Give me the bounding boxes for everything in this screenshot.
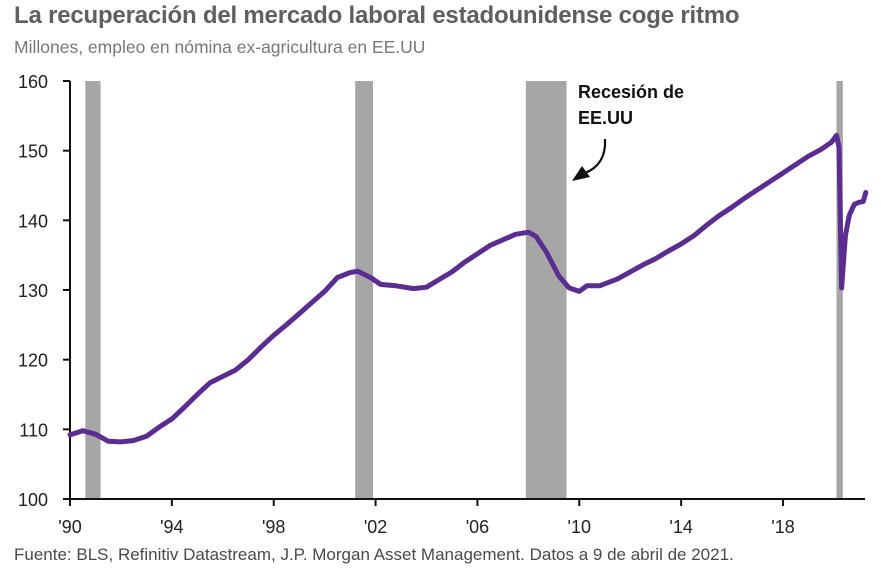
x-tick-label: '94 [160, 517, 183, 537]
y-tick-label: 130 [18, 281, 48, 301]
annotation-arrow-icon [584, 138, 607, 175]
series-line-1 [67, 132, 869, 445]
recession-annotation: Recesión de EE.UU [572, 82, 684, 181]
x-tick-label: '06 [466, 517, 489, 537]
annotation-line-1: Recesión de [578, 82, 684, 102]
recession-band-1 [85, 81, 101, 499]
x-tick-label: '14 [669, 517, 692, 537]
annotation-arrowhead-icon [572, 166, 590, 181]
y-tick-label: 110 [19, 420, 48, 440]
axes [63, 80, 865, 506]
annotation-line-2: EE.UU [578, 108, 633, 128]
y-tick-label: 140 [18, 211, 48, 231]
recession-band-3 [525, 81, 567, 499]
x-tick-label: '18 [771, 517, 794, 537]
chart-title: La recuperación del mercado laboral esta… [14, 2, 740, 29]
chart-subtitle: Millones, empleo en nómina ex-agricultur… [14, 37, 426, 57]
recession-band-4 [836, 81, 843, 499]
recession-band-2 [355, 81, 374, 499]
x-tick-label: '98 [262, 517, 285, 537]
source-note: Fuente: BLS, Refinitiv Datastream, J.P. … [14, 545, 734, 564]
series-layer [67, 132, 869, 445]
recession-bands [85, 81, 843, 499]
x-tick-label: '02 [364, 517, 387, 537]
x-tick-label: '10 [568, 517, 591, 537]
y-tick-label: 160 [18, 72, 48, 92]
y-tick-label: 100 [18, 490, 48, 510]
y-tick-label: 150 [18, 142, 48, 162]
y-tick-label: 120 [18, 351, 48, 371]
tick-labels: 100 110 120 130 140 150 160 '90 '94 '98 '02 '06 '10 '… [18, 72, 795, 537]
x-tick-label: '90 [58, 517, 81, 537]
